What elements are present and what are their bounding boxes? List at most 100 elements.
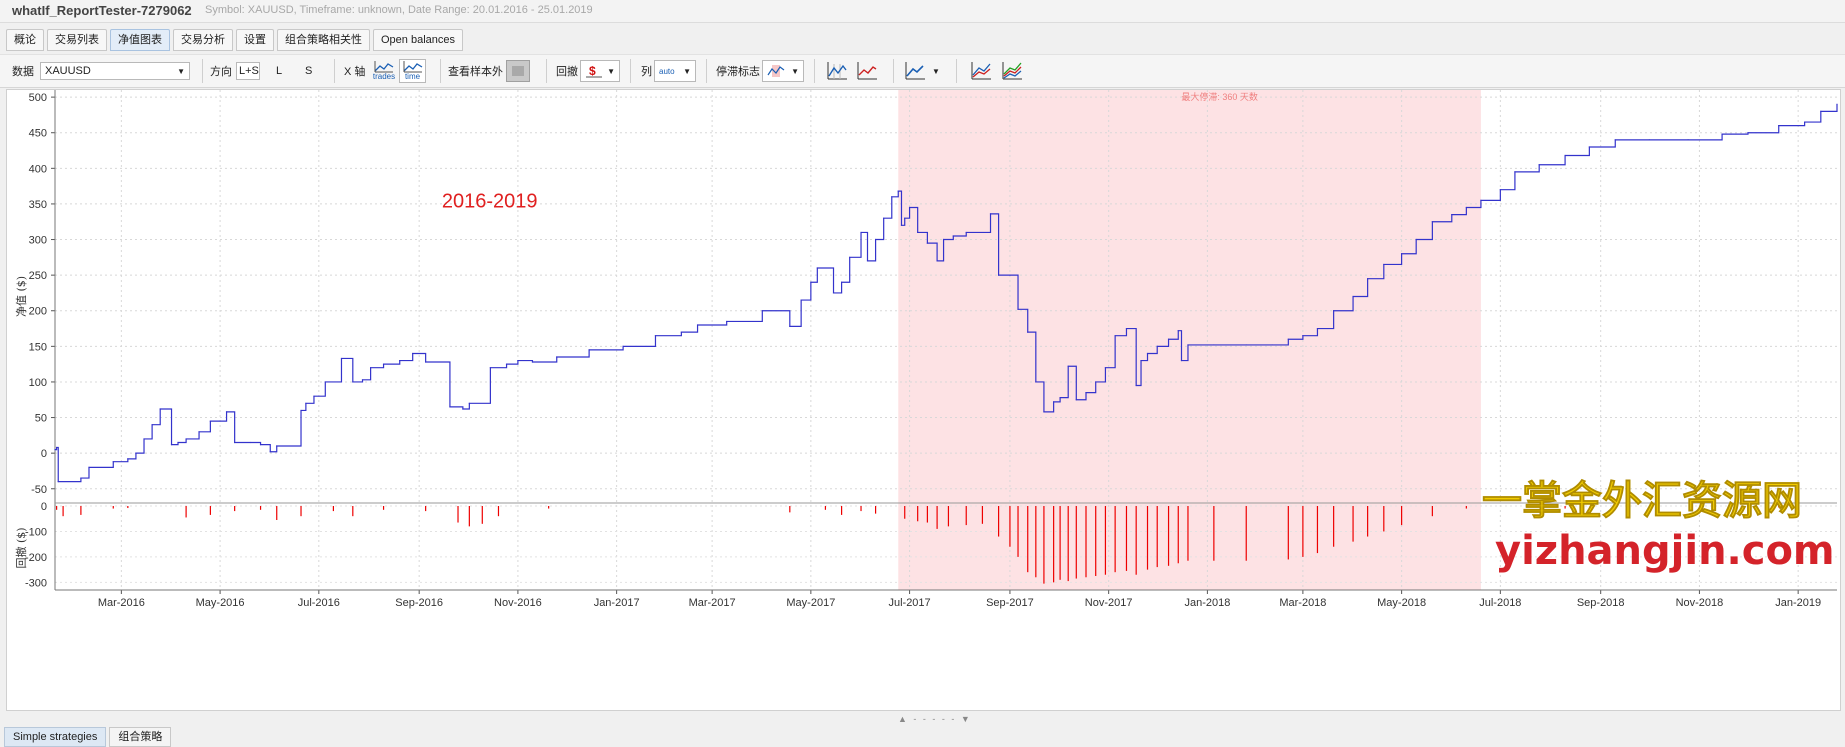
y-tick-label: 150 bbox=[29, 341, 47, 353]
multi-line-chart-icon bbox=[971, 62, 991, 80]
line-chart-icon bbox=[374, 61, 394, 73]
bottom-tabs: Simple strategies 组合策略 bbox=[4, 727, 172, 747]
panel-splitter[interactable]: ▲ - - - - - ▼ bbox=[898, 714, 972, 724]
tab-settings[interactable]: 设置 bbox=[236, 29, 274, 51]
stagnation-chart-icon bbox=[767, 65, 785, 77]
stagnation-select[interactable]: ▼ bbox=[762, 60, 804, 82]
x-tick-label: Nov-2018 bbox=[1676, 597, 1724, 609]
chevron-down-icon[interactable]: ▼ bbox=[932, 66, 940, 76]
x-tick-label: Mar-2016 bbox=[98, 597, 145, 609]
equity-chart-button[interactable] bbox=[824, 59, 850, 83]
dd-tick-label: 0 bbox=[41, 501, 47, 513]
portfolio-chart-button[interactable] bbox=[999, 59, 1025, 83]
x-tick-label: Mar-2017 bbox=[689, 597, 736, 609]
x-tick-label: Jul-2016 bbox=[298, 597, 340, 609]
x-trades-label: trades bbox=[372, 72, 396, 81]
x-tick-label: Nov-2016 bbox=[494, 597, 542, 609]
tab-simple-strategies[interactable]: Simple strategies bbox=[4, 727, 107, 747]
y-tick-label: 50 bbox=[35, 413, 47, 425]
direction-label: 方向 bbox=[210, 66, 232, 78]
x-tick-label: Mar-2018 bbox=[1279, 597, 1326, 609]
x-axis-label: X 轴 bbox=[344, 66, 366, 78]
drawdown-axis-label: 回撤 ($) bbox=[14, 527, 28, 568]
drawdown-label: 回撤 bbox=[556, 66, 578, 78]
dollar-drawdown-icon: $ bbox=[586, 64, 602, 78]
divider bbox=[706, 59, 707, 83]
data-select[interactable]: XAUUSD ▼ bbox=[40, 62, 190, 80]
tab-correlation[interactable]: 组合策略相关性 bbox=[277, 29, 370, 51]
x-trades-button[interactable]: trades bbox=[370, 59, 398, 83]
divider bbox=[630, 59, 631, 83]
x-tick-label: Jan-2017 bbox=[594, 597, 640, 609]
window-meta: Symbol: XAUUSD, Timeframe: unknown, Date… bbox=[205, 4, 593, 16]
y-tick-label: 250 bbox=[29, 270, 47, 282]
columns-auto-value: auto bbox=[659, 66, 675, 76]
equity-axis-label: 净值 ($) bbox=[14, 276, 28, 317]
x-tick-label: Sep-2016 bbox=[395, 597, 443, 609]
y-tick-label: 350 bbox=[29, 199, 47, 211]
stagnation-label-text: 最大停滞: 360 天数 bbox=[1181, 91, 1258, 102]
drawdown-select[interactable]: $ ▼ bbox=[580, 60, 620, 82]
colored-lines-chart-icon bbox=[1002, 62, 1022, 80]
x-tick-label: Jul-2018 bbox=[1479, 597, 1521, 609]
chevron-down-icon: ▼ bbox=[683, 66, 691, 76]
stagnation-region bbox=[898, 90, 1481, 590]
chart-grid-icon bbox=[827, 62, 847, 80]
drawdown-chart-button[interactable] bbox=[854, 59, 880, 83]
tab-equity-chart[interactable]: 净值图表 bbox=[110, 29, 170, 51]
chart-style-button[interactable] bbox=[902, 59, 928, 83]
data-label: 数据 bbox=[12, 66, 34, 78]
dd-tick-label: -100 bbox=[25, 526, 47, 538]
x-time-button[interactable]: time bbox=[399, 59, 426, 83]
x-tick-label: Sep-2018 bbox=[1577, 597, 1625, 609]
divider bbox=[893, 59, 894, 83]
y-tick-label: 100 bbox=[29, 377, 47, 389]
equity-chart-svg[interactable]: -50 0 50 100 150 200 250 300 350 400 450 500 Mar-201… bbox=[7, 90, 1842, 712]
tab-trade-analysis[interactable]: 交易分析 bbox=[173, 29, 233, 51]
x-tick-label: Jul-2017 bbox=[888, 597, 930, 609]
x-tick-label: Nov-2017 bbox=[1085, 597, 1133, 609]
y-tick-label: 450 bbox=[29, 128, 47, 140]
stagnation-label: 停滞标志 bbox=[716, 66, 760, 78]
chart-annotation: 2016-2019 bbox=[442, 190, 538, 212]
x-tick-label: May-2016 bbox=[196, 597, 245, 609]
equity-series-line bbox=[55, 104, 1838, 483]
watermark-url: yizhangjin.com bbox=[1495, 528, 1835, 574]
chevron-down-icon: ▼ bbox=[177, 66, 185, 76]
data-select-value: XAUUSD bbox=[45, 65, 91, 77]
direction-long-button[interactable]: L bbox=[276, 65, 283, 77]
compare-chart-button[interactable] bbox=[968, 59, 994, 83]
line-chart-icon bbox=[905, 62, 925, 80]
divider bbox=[814, 59, 815, 83]
line-chart-icon bbox=[403, 61, 422, 73]
y-tick-label: 300 bbox=[29, 235, 47, 247]
equity-chart-panel[interactable]: -50 0 50 100 150 200 250 300 350 400 450 500 Mar-201… bbox=[6, 89, 1841, 711]
chevron-down-icon: ▼ bbox=[791, 66, 799, 76]
red-line-chart-icon bbox=[857, 62, 877, 80]
x-tick-label: May-2017 bbox=[786, 597, 835, 609]
tab-overview[interactable]: 概论 bbox=[6, 29, 44, 51]
chevron-down-icon: ▼ bbox=[607, 66, 615, 76]
x-tick-label: Jan-2019 bbox=[1775, 597, 1821, 609]
y-tick-label: 500 bbox=[29, 92, 47, 104]
dd-tick-label: -200 bbox=[25, 552, 47, 564]
columns-select[interactable]: auto ▼ bbox=[654, 60, 696, 82]
x-tick-label: May-2018 bbox=[1377, 597, 1426, 609]
x-tick-label: Jan-2018 bbox=[1184, 597, 1230, 609]
watermark-chinese: 一掌金外汇资源网 bbox=[1482, 478, 1802, 524]
svg-text:$: $ bbox=[589, 64, 596, 78]
tab-portfolio-strategies[interactable]: 组合策略 bbox=[109, 727, 172, 747]
tab-open-balances[interactable]: Open balances bbox=[373, 29, 463, 51]
dd-tick-label: -300 bbox=[25, 577, 47, 589]
direction-ls-button[interactable]: L+S bbox=[236, 62, 260, 80]
y-tick-label: 200 bbox=[29, 306, 47, 318]
x-tick-label: Sep-2017 bbox=[986, 597, 1034, 609]
y-tick-label: 0 bbox=[41, 448, 47, 460]
tab-trade-list[interactable]: 交易列表 bbox=[47, 29, 107, 51]
out-of-sample-toggle[interactable] bbox=[506, 60, 530, 82]
direction-short-button[interactable]: S bbox=[305, 65, 313, 77]
columns-label: 列 bbox=[641, 66, 652, 78]
divider bbox=[440, 59, 441, 83]
y-tick-label: -50 bbox=[31, 484, 47, 496]
chart-toolbar: 数据 XAUUSD ▼ 方向 L+S L S X 轴 trades time 查… bbox=[0, 54, 1845, 88]
